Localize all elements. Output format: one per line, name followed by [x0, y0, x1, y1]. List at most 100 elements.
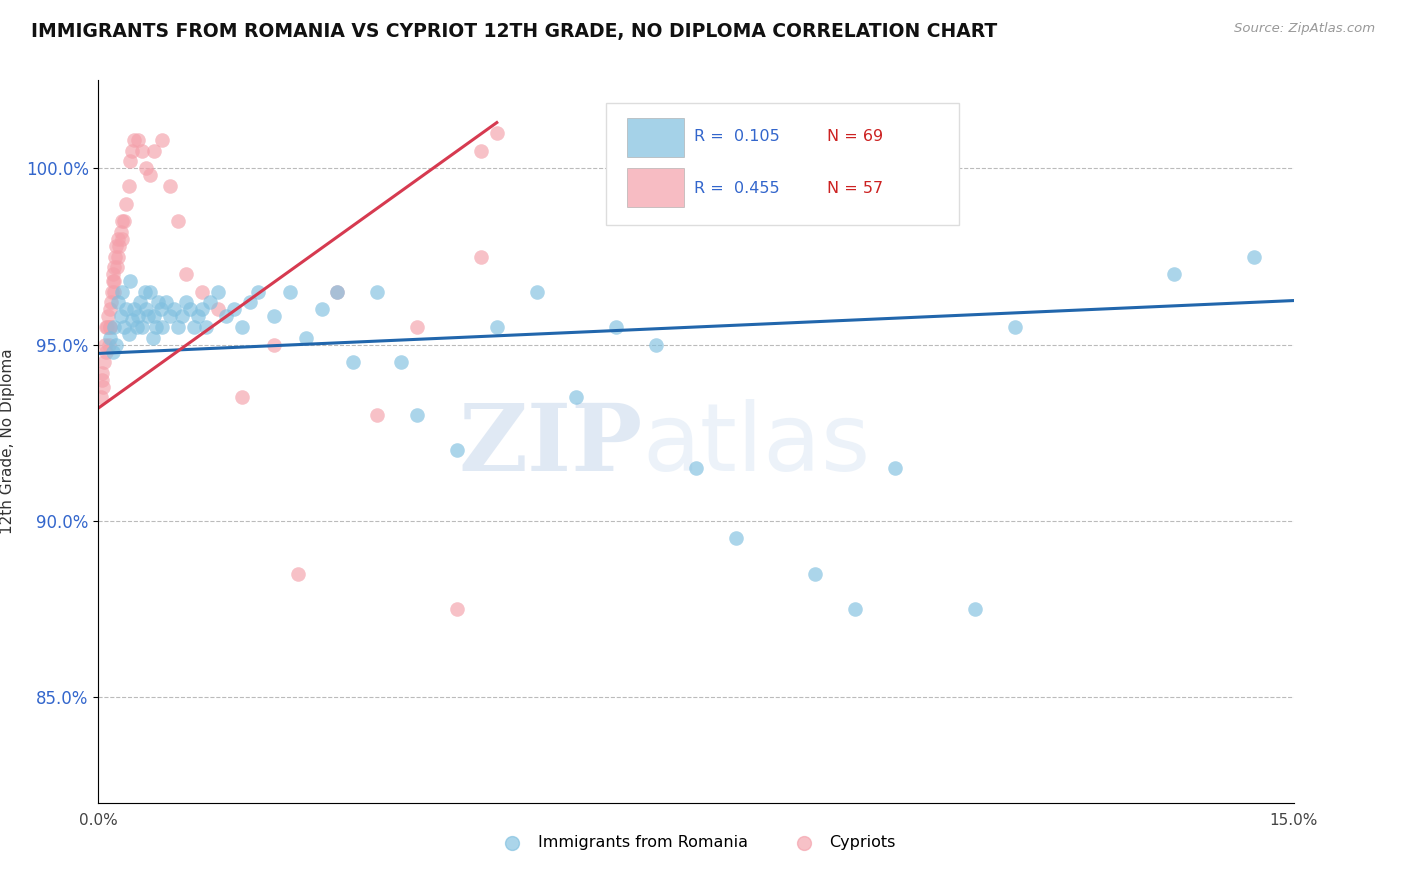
Point [485, 126, 508, 140]
Point [565, 391, 588, 405]
Point [215, 310, 238, 324]
Point [311, 302, 333, 317]
Point [231, 320, 253, 334]
Point [112, 320, 135, 334]
Point [159, 179, 181, 194]
Point [963, 602, 986, 616]
Point [107, 250, 129, 264]
Point [103, 285, 125, 299]
Point [446, 602, 468, 616]
Point [125, 320, 148, 334]
Point [326, 285, 349, 299]
Point [1163, 267, 1185, 281]
Point [97, 310, 120, 324]
Point [91, 366, 114, 380]
Point [191, 302, 214, 317]
Point [139, 169, 162, 183]
Point [96, 320, 118, 334]
Point [90, 373, 112, 387]
Point [118, 326, 141, 341]
Point [366, 408, 388, 422]
Point [326, 285, 349, 299]
Point [485, 320, 508, 334]
Point [1243, 250, 1265, 264]
Text: atlas: atlas [643, 399, 870, 491]
Point [222, 302, 245, 317]
Point [174, 295, 197, 310]
Point [128, 295, 150, 310]
Point [526, 285, 548, 299]
Point [470, 250, 492, 264]
Point [1004, 320, 1026, 334]
Text: R =  0.455: R = 0.455 [693, 181, 779, 196]
Point [131, 320, 153, 334]
Text: N = 57: N = 57 [827, 181, 883, 196]
Text: N = 69: N = 69 [827, 129, 883, 145]
Point [142, 330, 165, 344]
Point [96, 344, 118, 359]
Point [103, 274, 125, 288]
Point [136, 310, 159, 324]
Point [143, 310, 166, 324]
Point [179, 302, 201, 317]
Text: IMMIGRANTS FROM ROMANIA VS CYPRIOT 12TH GRADE, NO DIPLOMA CORRELATION CHART: IMMIGRANTS FROM ROMANIA VS CYPRIOT 12TH … [31, 22, 997, 41]
Point [724, 532, 747, 546]
FancyBboxPatch shape [627, 169, 685, 208]
Point [94, 337, 117, 351]
Point [108, 239, 131, 253]
Point [103, 260, 125, 274]
Point [104, 250, 127, 264]
Point [101, 285, 124, 299]
Point [121, 144, 143, 158]
Point [167, 214, 190, 228]
Point [131, 144, 153, 158]
Point [107, 295, 129, 310]
Point [97, 337, 120, 351]
Point [104, 239, 127, 253]
Point [278, 285, 301, 299]
Point [844, 602, 866, 616]
Point [342, 355, 364, 369]
Point [207, 285, 229, 299]
Point [150, 320, 173, 334]
Point [111, 232, 134, 246]
Point [149, 302, 172, 317]
Text: Source: ZipAtlas.com: Source: ZipAtlas.com [1234, 22, 1375, 36]
Point [145, 320, 167, 334]
Point [174, 267, 197, 281]
Point [124, 133, 146, 147]
Point [134, 285, 156, 299]
Point [389, 355, 412, 369]
Point [148, 295, 170, 310]
Point [172, 310, 194, 324]
Point [121, 313, 143, 327]
Point [124, 302, 146, 317]
Point [127, 133, 149, 147]
Point [110, 225, 132, 239]
Point [120, 154, 142, 169]
Point [605, 320, 627, 334]
Text: R =  0.105: R = 0.105 [693, 129, 779, 145]
Point [195, 320, 218, 334]
Point [187, 310, 209, 324]
Point [93, 355, 115, 369]
Point [263, 337, 285, 351]
Point [150, 133, 173, 147]
Point [135, 161, 157, 176]
FancyBboxPatch shape [627, 118, 685, 157]
Point [127, 310, 149, 324]
Point [90, 391, 112, 405]
Point [98, 320, 122, 334]
Point [139, 285, 162, 299]
Point [111, 214, 134, 228]
Point [94, 320, 117, 334]
Point [115, 302, 138, 317]
Point [104, 337, 127, 351]
Point [98, 330, 122, 344]
Point [446, 443, 468, 458]
Point [91, 380, 114, 394]
Point [366, 285, 388, 299]
Y-axis label: 12th Grade, No Diploma: 12th Grade, No Diploma [0, 349, 14, 534]
Point [155, 295, 177, 310]
Point [470, 144, 492, 158]
